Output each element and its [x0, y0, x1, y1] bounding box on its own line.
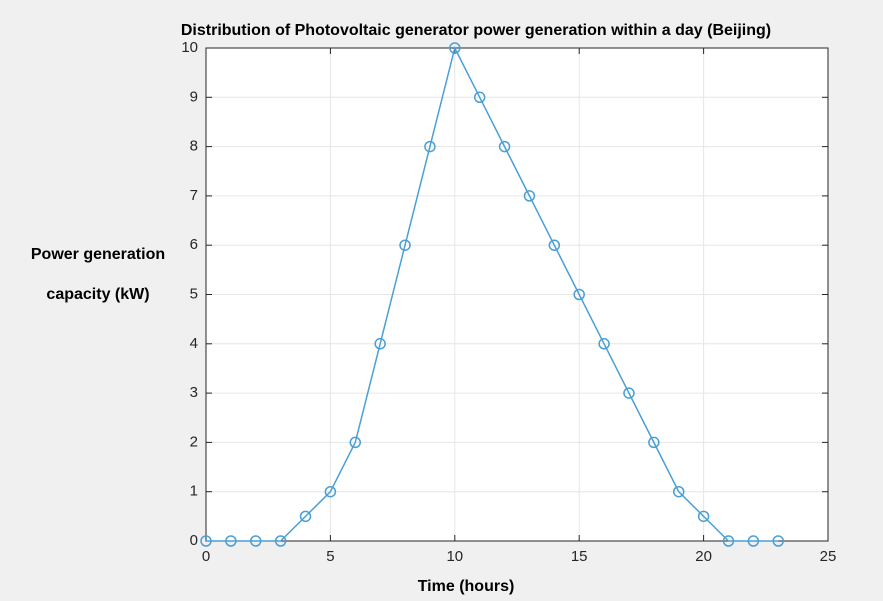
x-tick-label: 20	[695, 548, 712, 565]
data-point	[349, 436, 362, 449]
data-point	[424, 140, 436, 153]
data-point	[722, 535, 735, 547]
y-tick-label: 10	[181, 39, 198, 56]
y-tick-label: 1	[190, 483, 198, 500]
x-tick-label: 5	[326, 548, 334, 565]
data-point	[598, 338, 610, 350]
chart-title: Distribution of Photovoltaic generator p…	[181, 22, 771, 39]
data-point	[449, 42, 461, 54]
data-point	[648, 436, 660, 449]
data-point	[374, 338, 386, 350]
data-point	[548, 239, 561, 251]
y-tick-label: 9	[190, 88, 198, 105]
y-tick-label: 4	[190, 335, 198, 352]
data-point	[623, 387, 635, 399]
y-tick-label: 0	[190, 532, 198, 549]
data-point	[200, 535, 212, 547]
data-point	[299, 510, 312, 523]
data-point	[747, 535, 760, 547]
x-axis-label: Time (hours)	[418, 578, 515, 595]
y-tick-label: 5	[190, 285, 198, 302]
x-tick-label: 0	[202, 548, 210, 565]
y-tick-label: 8	[190, 138, 198, 155]
y-tick-label: 2	[190, 433, 198, 450]
data-point	[274, 535, 287, 547]
data-point	[697, 510, 710, 523]
data-point	[250, 535, 262, 547]
data-point	[573, 288, 585, 301]
data-line	[206, 45, 779, 542]
y-tick-label: 6	[190, 236, 198, 253]
data-point	[225, 535, 237, 547]
y-axis-label: Power generation	[31, 246, 165, 263]
x-tick-label: 25	[820, 548, 837, 565]
x-tick-label: 15	[571, 548, 588, 565]
x-tick-label: 10	[446, 548, 463, 565]
data-point	[672, 485, 685, 498]
data-point	[324, 485, 337, 498]
data-point	[399, 239, 411, 251]
y-tick-label: 3	[190, 384, 198, 401]
axes-box	[205, 47, 829, 542]
data-point	[523, 190, 536, 202]
y-axis-label: capacity (kW)	[46, 286, 149, 303]
data-point	[498, 140, 511, 153]
data-point	[772, 535, 784, 547]
y-tick-label: 7	[190, 187, 198, 204]
data-point	[473, 91, 486, 104]
